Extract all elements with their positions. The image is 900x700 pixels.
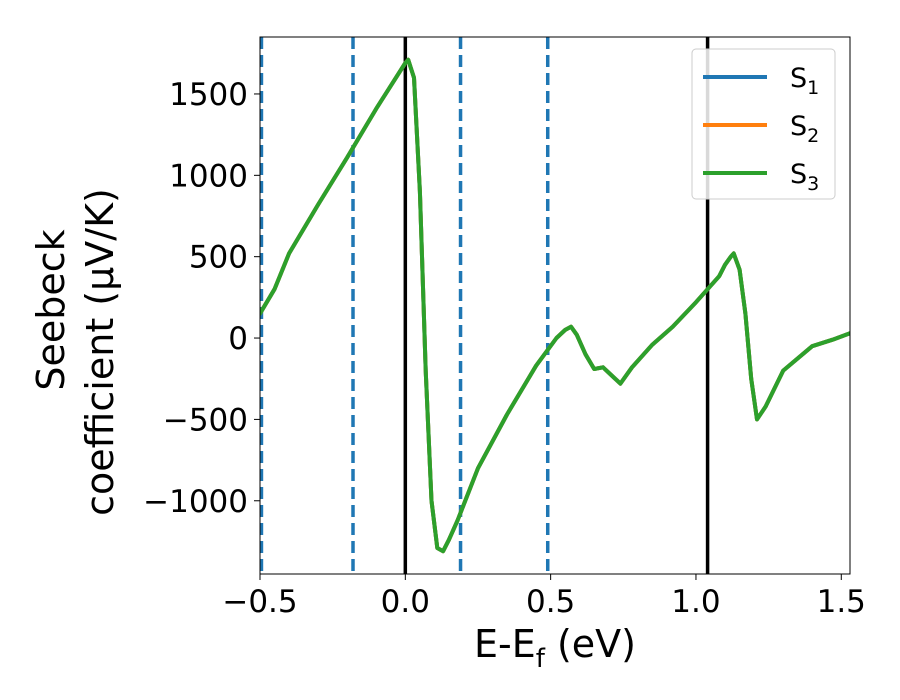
x-tick-label: 1.5: [817, 584, 866, 620]
x-axis-label: E-Ef (eV): [474, 622, 636, 674]
y-tick-label: 1000: [169, 158, 248, 194]
x-tick-label: 0.0: [381, 584, 430, 620]
y-tick-label: −1000: [143, 484, 248, 520]
y-tick-label: 1500: [169, 77, 248, 113]
x-axis-label-main: E-E: [474, 622, 536, 666]
x-tick-label: −0.5: [222, 584, 297, 620]
y-tick-label: −500: [163, 402, 248, 438]
legend-label-2: S2: [790, 111, 819, 147]
x-tick-label: 0.5: [526, 584, 575, 620]
x-tick-label: 1.0: [671, 584, 720, 620]
y-tick-label: 500: [189, 240, 248, 276]
legend-label-1: S1: [790, 63, 819, 99]
x-axis-label-sub: f: [536, 644, 546, 674]
legend: S1 S2 S3: [691, 48, 836, 200]
y-axis-label-line2: coefficient (μV/K): [78, 188, 122, 516]
y-tick-label: 0: [228, 321, 248, 357]
legend-label-3: S3: [790, 159, 819, 195]
plot-frame: [259, 36, 851, 575]
y-axis-label-line1: Seebeck: [29, 229, 73, 390]
series-line-3: [260, 57, 850, 554]
x-axis-label-unit: (eV): [545, 622, 636, 666]
